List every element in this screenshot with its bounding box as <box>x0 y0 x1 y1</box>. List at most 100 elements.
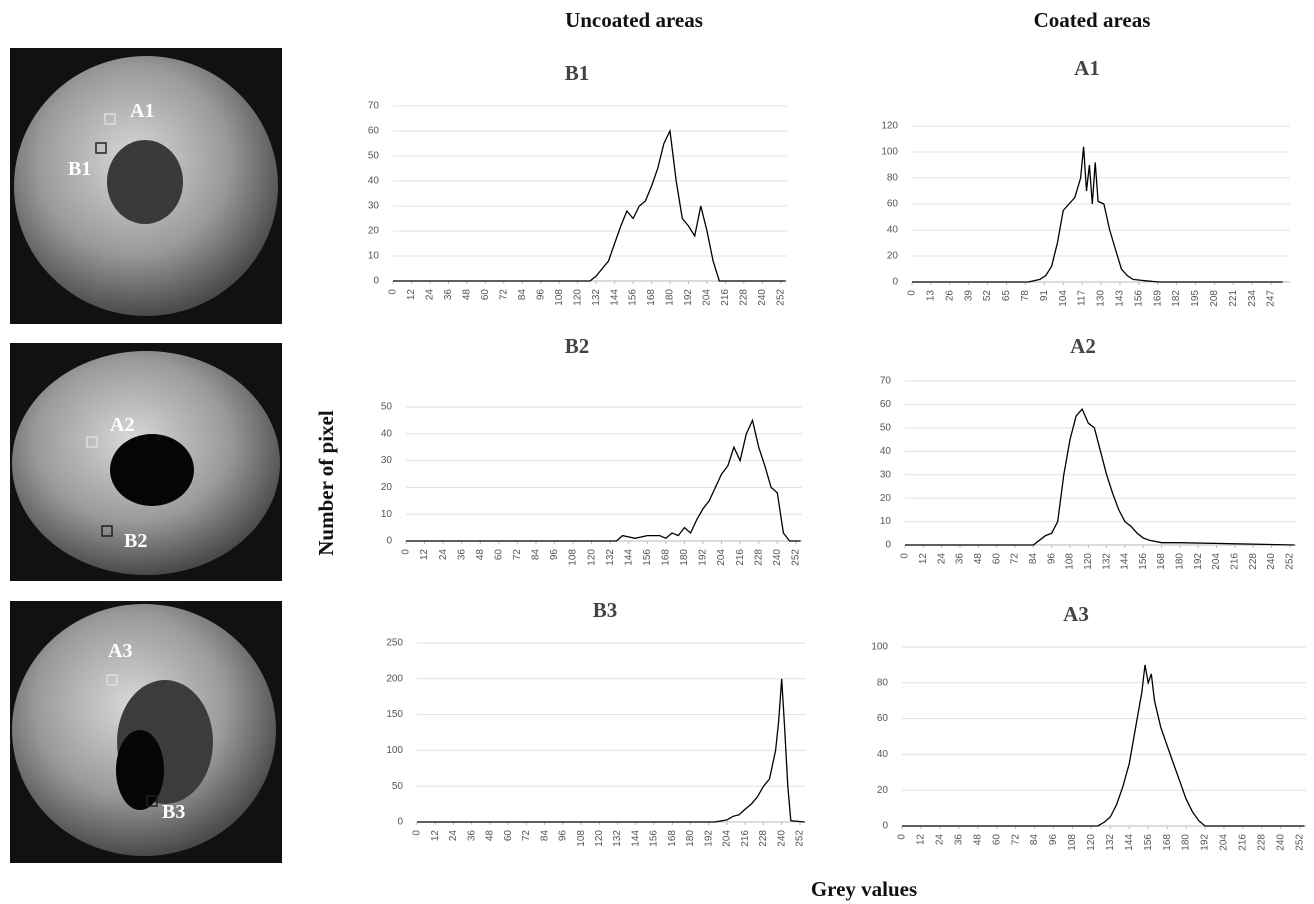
x-tick-label: 234 <box>1247 290 1258 307</box>
x-tick-label: 195 <box>1190 290 1201 307</box>
y-tick-label: 60 <box>368 126 380 137</box>
x-tick-label: 84 <box>1028 553 1039 565</box>
x-tick-label: 156 <box>628 289 639 306</box>
y-tick-label: 20 <box>880 493 892 504</box>
chart-title: B1 <box>565 61 590 85</box>
x-tick-label: 0 <box>412 830 423 836</box>
x-tick-label: 247 <box>1266 290 1277 307</box>
x-tick-label: 48 <box>485 830 496 842</box>
y-tick-label: 0 <box>892 277 898 288</box>
x-tick-label: 252 <box>790 549 801 566</box>
x-tick-label: 117 <box>1077 290 1088 306</box>
x-tick-label: 228 <box>753 549 764 566</box>
x-tick-label: 156 <box>642 549 653 566</box>
x-tick-label: 192 <box>1200 834 1211 851</box>
region-label: B1 <box>68 158 91 180</box>
y-tick-label: 0 <box>397 817 403 828</box>
x-tick-label: 60 <box>503 830 514 842</box>
x-tick-label: 108 <box>554 289 565 306</box>
x-tick-label: 120 <box>594 830 605 847</box>
x-tick-label: 39 <box>963 290 974 302</box>
x-tick-label: 96 <box>549 549 560 561</box>
histogram-line <box>902 664 1305 827</box>
y-tick-label: 0 <box>386 536 392 547</box>
x-tick-label: 228 <box>1256 834 1267 851</box>
chart: A3 0 20 40 60 80 100 0 12 24 36 48 60 72 84 96 108 120 132… <box>871 602 1306 851</box>
x-tick-label: 216 <box>720 289 731 306</box>
x-tick-label: 182 <box>1171 290 1182 307</box>
x-tick-label: 132 <box>591 289 602 306</box>
x-tick-label: 120 <box>1083 553 1094 570</box>
x-tick-label: 96 <box>558 830 569 842</box>
chart-title: B3 <box>593 598 618 622</box>
x-tick-label: 36 <box>953 834 964 846</box>
x-tick-label: 169 <box>1152 290 1163 307</box>
x-tick-label: 60 <box>480 289 491 301</box>
x-tick-label: 120 <box>586 549 597 566</box>
y-tick-label: 0 <box>882 821 888 832</box>
y-tick-label: 100 <box>881 147 898 158</box>
chart-title: A2 <box>1070 334 1096 358</box>
column-header: Uncoated areas <box>565 8 703 32</box>
x-tick-label: 96 <box>535 289 546 301</box>
x-tick-label: 216 <box>1238 834 1249 851</box>
histogram-line <box>912 146 1283 283</box>
y-tick-label: 250 <box>386 638 403 649</box>
x-tick-label: 180 <box>685 830 696 847</box>
region-label: A3 <box>108 640 132 662</box>
x-tick-label: 208 <box>1209 290 1220 307</box>
x-tick-label: 252 <box>1285 553 1296 570</box>
x-tick-label: 252 <box>795 830 806 847</box>
x-tick-label: 26 <box>944 290 955 302</box>
x-tick-label: 216 <box>1230 553 1241 570</box>
x-tick-label: 108 <box>576 830 587 847</box>
x-tick-label: 144 <box>1124 834 1135 851</box>
y-tick-label: 100 <box>871 642 888 653</box>
y-tick-label: 30 <box>368 201 380 212</box>
chart-title: B2 <box>565 334 590 358</box>
x-tick-label: 12 <box>916 834 927 846</box>
x-tick-label: 132 <box>1101 553 1112 570</box>
photo <box>10 343 282 581</box>
x-tick-label: 12 <box>406 289 417 301</box>
x-tick-label: 48 <box>475 549 486 561</box>
x-tick-label: 24 <box>425 289 436 301</box>
x-tick-label: 144 <box>1120 553 1131 570</box>
x-tick-label: 52 <box>982 290 993 302</box>
x-tick-label: 48 <box>973 553 984 565</box>
x-tick-label: 0 <box>900 553 911 559</box>
x-tick-label: 24 <box>935 834 946 846</box>
x-tick-label: 156 <box>1138 553 1149 570</box>
region-marker <box>146 795 158 807</box>
y-tick-label: 0 <box>373 276 379 287</box>
region-marker <box>104 113 116 125</box>
region-marker <box>106 674 118 686</box>
x-tick-label: 192 <box>703 830 714 847</box>
x-tick-label: 221 <box>1228 290 1239 307</box>
y-tick-label: 60 <box>887 199 899 210</box>
y-tick-label: 20 <box>368 226 380 237</box>
x-tick-label: 192 <box>683 289 694 306</box>
x-tick-label: 48 <box>972 834 983 846</box>
x-tick-label: 0 <box>897 834 908 840</box>
x-tick-label: 36 <box>466 830 477 842</box>
y-tick-label: 30 <box>880 469 892 480</box>
x-tick-label: 156 <box>649 830 660 847</box>
x-tick-label: 180 <box>665 289 676 306</box>
x-tick-label: 143 <box>1115 290 1126 307</box>
x-tick-label: 228 <box>739 289 750 306</box>
x-tick-label: 84 <box>517 289 528 301</box>
y-tick-label: 30 <box>381 455 393 466</box>
x-tick-label: 36 <box>955 553 966 565</box>
region-label: A1 <box>130 100 154 122</box>
x-tick-label: 72 <box>512 549 523 561</box>
region-marker <box>95 142 107 154</box>
x-tick-label: 144 <box>630 830 641 847</box>
photo <box>10 601 282 863</box>
x-tick-label: 192 <box>1193 553 1204 570</box>
x-tick-label: 91 <box>1039 290 1050 302</box>
chart: A2 0 10 20 30 40 50 60 70 0 12 24 36 48 60 72 84 96 108 120… <box>880 334 1296 570</box>
x-tick-label: 168 <box>646 289 657 306</box>
y-tick-label: 20 <box>887 251 899 262</box>
x-tick-label: 72 <box>498 289 509 301</box>
